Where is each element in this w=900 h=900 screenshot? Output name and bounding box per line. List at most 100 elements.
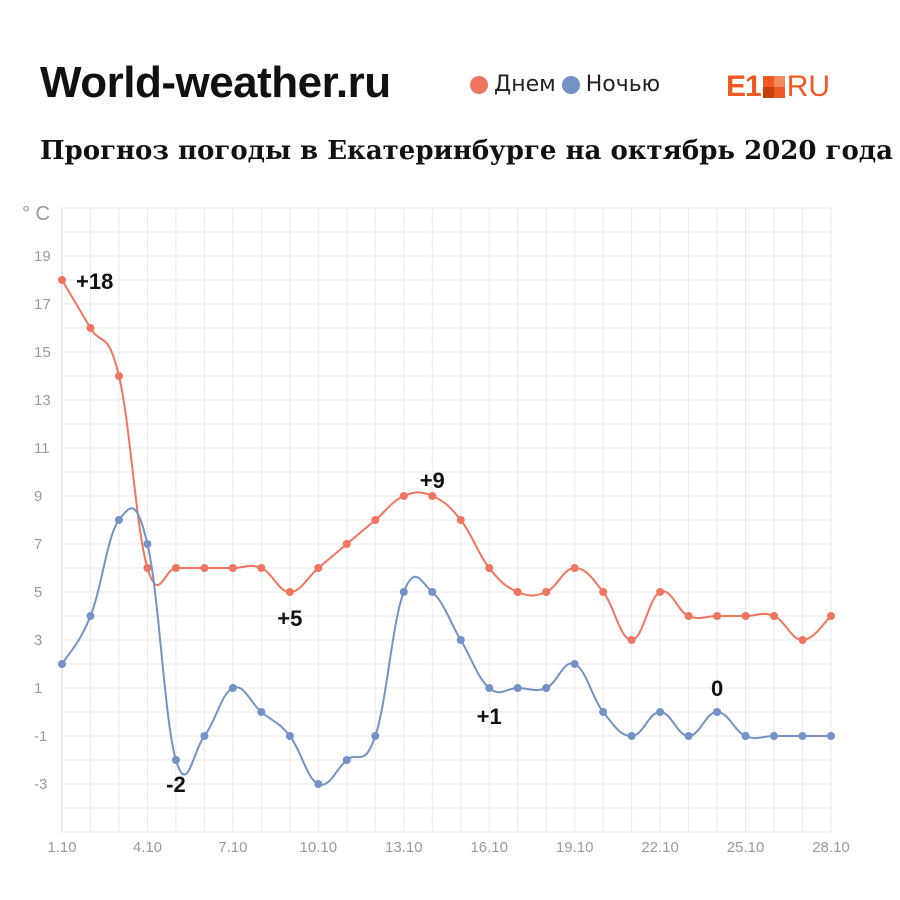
data-point-day [827, 612, 835, 620]
data-point-day [143, 564, 152, 572]
data-point-night [86, 612, 95, 620]
e1-logo: E1 RU [726, 70, 830, 104]
data-point-night [114, 516, 123, 524]
data-point-day [570, 564, 579, 572]
data-point-night [58, 660, 66, 668]
data-point-night [741, 732, 750, 740]
y-tick-label: 17 [34, 296, 51, 313]
value-annotation: +18 [76, 269, 113, 294]
data-point-night [798, 732, 807, 740]
data-point-night [257, 708, 266, 716]
y-tick-label: 13 [34, 392, 51, 409]
data-point-night [684, 732, 693, 740]
data-point-day [285, 588, 294, 596]
logo-ru-text: RU [786, 70, 831, 103]
data-point-day [399, 492, 408, 500]
data-point-day [798, 636, 807, 644]
data-point-day [456, 516, 465, 524]
data-point-day [542, 588, 551, 596]
value-annotation: -2 [166, 772, 186, 797]
data-point-night [143, 540, 152, 548]
x-tick-label: 28.10 [812, 839, 850, 856]
data-point-day [656, 588, 665, 596]
data-point-day [257, 564, 266, 572]
legend-night-label: Ночью [585, 72, 661, 97]
data-point-day [599, 588, 608, 596]
data-point-night [570, 660, 579, 668]
value-annotation: 0 [711, 676, 723, 701]
logo-e1-text: E1 [726, 70, 762, 103]
legend-night-marker [561, 75, 580, 94]
x-tick-label: 16.10 [470, 839, 508, 856]
series-line-night [61, 507, 831, 786]
logo-square-icon [762, 76, 785, 98]
y-tick-label: 11 [34, 440, 50, 457]
x-tick-label: 22.10 [641, 839, 679, 856]
data-point-night [542, 684, 551, 692]
data-point-night [456, 636, 465, 644]
x-tick-label: 25.10 [727, 839, 765, 856]
data-point-day [713, 612, 722, 620]
y-tick-label: 5 [34, 584, 42, 601]
x-tick-label: 19.10 [556, 839, 594, 856]
y-tick-label: 1 [34, 680, 42, 697]
data-point-night [399, 588, 408, 596]
y-tick-label: 3 [34, 632, 42, 649]
legend-day-marker [470, 75, 488, 94]
data-point-night [342, 756, 351, 764]
data-point-day [342, 540, 351, 548]
data-point-day [627, 636, 636, 644]
data-point-night [513, 684, 522, 692]
data-point-day [371, 516, 380, 524]
legend-item-day: Днем [470, 72, 556, 97]
legend-item-night: Ночью [561, 72, 661, 97]
data-point-day [428, 492, 437, 500]
data-point-day [770, 612, 779, 620]
data-point-night [171, 756, 180, 764]
data-point-day [228, 564, 237, 572]
y-tick-label: -1 [34, 728, 47, 745]
y-unit-label: ° C [22, 203, 50, 225]
x-tick-label: 7.10 [218, 839, 247, 856]
data-point-night [713, 708, 722, 716]
y-tick-label: -3 [34, 776, 47, 793]
x-tick-label: 1.10 [47, 839, 76, 856]
series-line-day [61, 279, 832, 642]
data-point-day [513, 588, 522, 596]
data-point-day [485, 564, 494, 572]
data-point-day [200, 564, 209, 572]
y-tick-label: 19 [34, 248, 51, 265]
chart-subtitle: Прогноз погоды в Екатеринбурге на октябр… [40, 136, 893, 166]
brand-title: World-weather.ru [40, 58, 391, 107]
value-annotation: +9 [420, 468, 445, 493]
data-point-night [200, 732, 209, 740]
value-annotation: +1 [477, 704, 502, 729]
data-point-night [770, 732, 779, 740]
y-tick-label: 7 [34, 536, 42, 553]
value-annotation: +5 [277, 606, 302, 631]
x-tick-label: 13.10 [385, 839, 423, 856]
data-point-night [314, 780, 323, 788]
data-point-day [86, 324, 95, 332]
data-point-night [371, 732, 380, 740]
data-point-day [114, 372, 123, 380]
y-tick-label: 9 [34, 488, 42, 505]
data-point-day [314, 564, 323, 572]
data-point-day [58, 276, 66, 284]
data-point-night [599, 708, 608, 716]
data-point-night [285, 732, 294, 740]
data-point-night [827, 732, 835, 740]
x-tick-label: 4.10 [133, 839, 162, 856]
chart-legend: Днем Ночью [470, 72, 666, 97]
data-point-night [485, 684, 494, 692]
legend-day-label: Днем [494, 72, 556, 97]
data-point-day [171, 564, 180, 572]
data-point-night [656, 708, 665, 716]
data-point-night [228, 684, 237, 692]
data-point-night [428, 588, 437, 596]
y-tick-label: 15 [34, 344, 51, 361]
data-point-night [627, 732, 636, 740]
data-point-day [684, 612, 693, 620]
data-point-day [741, 612, 750, 620]
